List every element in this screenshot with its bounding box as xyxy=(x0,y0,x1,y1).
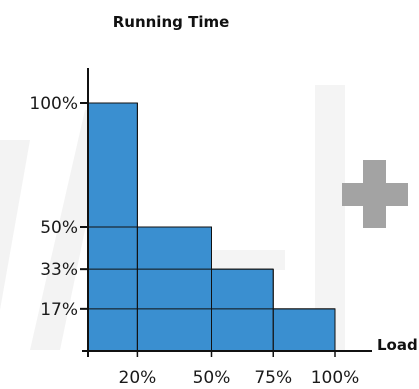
x-tick-label: 50% xyxy=(193,368,231,388)
x-tick-label: 100% xyxy=(311,368,360,388)
y-tick-label: 33% xyxy=(40,260,78,280)
x-tick-label: 20% xyxy=(119,368,157,388)
chart-title: Running Time xyxy=(113,13,230,31)
x-axis-label: Load xyxy=(377,336,418,354)
y-tick-label: 17% xyxy=(40,300,78,320)
bar-2 xyxy=(136,226,212,352)
labels-layer: 100% 50% 33% 17% 20% 50% 75% 100% xyxy=(29,94,359,388)
plus-icon xyxy=(342,160,408,228)
axes-layer xyxy=(80,68,372,357)
bar-3 xyxy=(211,268,274,352)
y-tick-label: 100% xyxy=(29,94,78,114)
bar-4 xyxy=(272,308,336,352)
x-tick-label: 75% xyxy=(254,368,292,388)
bars-layer xyxy=(87,102,336,352)
y-tick-label: 50% xyxy=(40,218,78,238)
